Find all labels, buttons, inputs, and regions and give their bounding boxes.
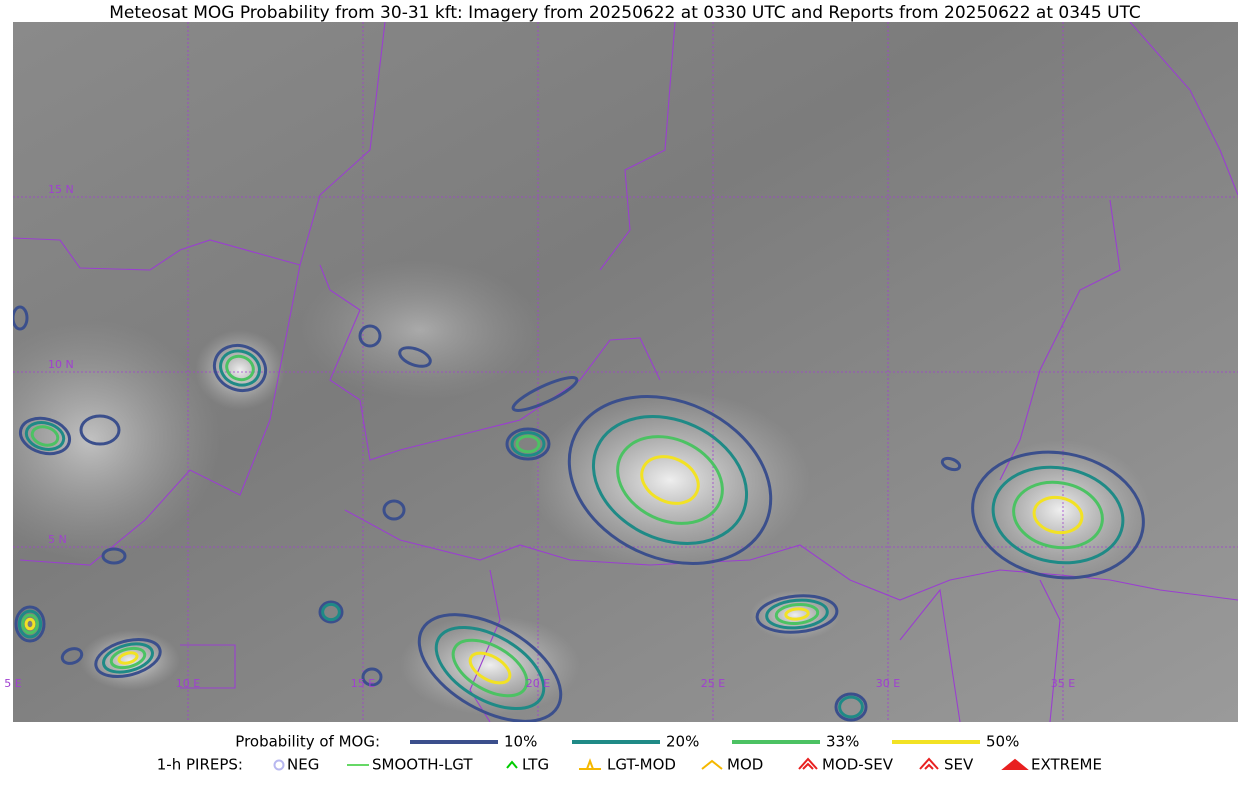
lon-label: 20 E	[526, 677, 550, 690]
contour	[398, 346, 432, 368]
contour	[18, 416, 72, 456]
contour	[17, 609, 43, 639]
contour	[991, 465, 1125, 565]
contour	[468, 651, 512, 685]
legend: 10% 20% 33% 50% NEG SMOOTH-LGT LTG LGT-MOD MOD MO…	[273, 733, 1102, 774]
lon-label: 30 E	[876, 677, 900, 690]
legend-label: LTG	[522, 756, 549, 774]
legend-label: MOD	[727, 756, 763, 774]
contour	[361, 667, 383, 687]
contour	[358, 324, 382, 348]
contour	[24, 421, 66, 451]
contour	[1032, 495, 1084, 535]
contour	[212, 343, 268, 393]
legend-label: 33%	[826, 733, 859, 751]
graticule	[13, 22, 1238, 722]
contour	[774, 603, 820, 625]
contour	[784, 607, 810, 621]
contour	[225, 354, 255, 382]
contour	[971, 450, 1145, 580]
contour	[765, 598, 829, 630]
pirep-icon	[798, 757, 818, 770]
contour	[515, 434, 541, 454]
legend-label: SMOOTH-LGT	[372, 756, 473, 774]
contour	[567, 395, 773, 565]
lon-label: 10 E	[176, 677, 200, 690]
lat-label: 10 N	[48, 358, 74, 371]
pirep-icon	[579, 758, 601, 770]
contour	[60, 647, 84, 665]
contour	[13, 305, 29, 331]
lat-label: 15 N	[48, 183, 74, 196]
contour	[109, 646, 147, 670]
contour	[30, 425, 60, 447]
contour	[434, 625, 546, 711]
contour	[510, 431, 546, 457]
lon-label: 15 E	[351, 677, 375, 690]
contour	[591, 415, 749, 545]
legend-label: LGT-MOD	[607, 756, 676, 774]
legend-title: 1-h PIREPS:	[157, 756, 243, 774]
contour	[940, 456, 962, 472]
legend-label: 50%	[986, 733, 1019, 751]
contour	[1012, 480, 1104, 550]
legend-label: SEV	[944, 756, 974, 774]
contour	[219, 349, 261, 387]
contour	[451, 638, 529, 698]
map	[13, 22, 1238, 722]
contour	[511, 376, 579, 412]
lat-label: 5 N	[48, 533, 67, 546]
pirep-icon	[701, 759, 723, 770]
contour	[417, 613, 563, 722]
lon-label: 35 E	[1051, 677, 1075, 690]
lon-label: 25 E	[701, 677, 725, 690]
legend-label: 10%	[504, 733, 537, 751]
contour	[117, 651, 139, 665]
contour	[21, 613, 39, 635]
pirep-icon	[1001, 758, 1029, 770]
contour	[616, 435, 724, 525]
contour	[755, 594, 839, 634]
contour	[834, 692, 868, 722]
pirep-icon	[273, 759, 285, 771]
legend-label: NEG	[287, 756, 319, 774]
title: Meteosat MOG Probability from 30-31 kft:…	[109, 3, 1141, 23]
contour	[94, 637, 162, 679]
contour	[24, 617, 36, 631]
mog-contours	[13, 305, 1145, 722]
contour	[102, 642, 154, 674]
pirep-icon	[919, 757, 939, 770]
contour	[101, 547, 127, 565]
contour	[79, 414, 121, 446]
lon-label: 5 E	[4, 677, 21, 690]
legend-label: EXTREME	[1031, 756, 1102, 774]
contour	[838, 695, 864, 719]
contour	[505, 427, 551, 461]
pirep-icon	[506, 760, 518, 769]
contour	[640, 455, 700, 505]
contour	[14, 605, 46, 643]
contour	[321, 602, 341, 622]
legend-title: Probability of MOG:	[235, 733, 380, 751]
legend-label: 20%	[666, 733, 699, 751]
contour	[318, 600, 344, 624]
contour	[382, 499, 406, 521]
legend-label: MOD-SEV	[822, 756, 894, 774]
